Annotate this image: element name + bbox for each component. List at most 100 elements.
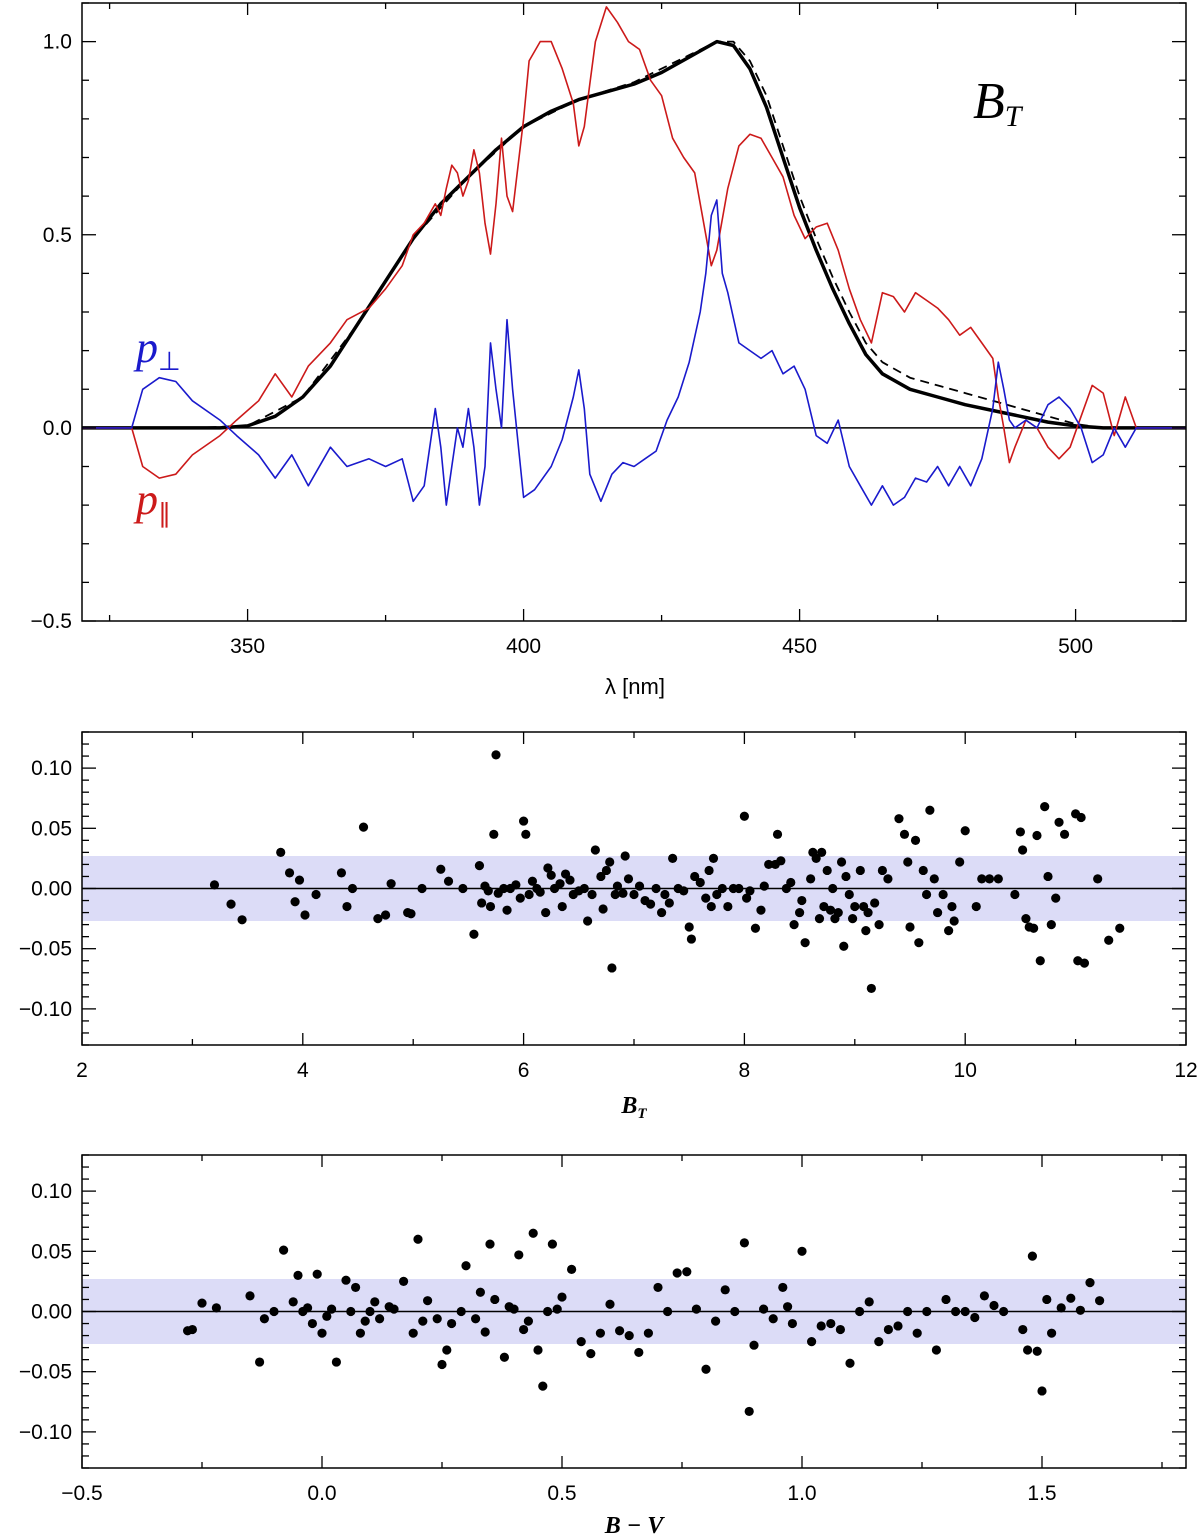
scatter-point (515, 893, 525, 903)
y-tick-label: 0.00 (31, 878, 72, 901)
scatter-point (759, 1304, 769, 1314)
scatter-point (730, 1306, 740, 1317)
scatter-point (866, 983, 876, 994)
scatter-point (1023, 1345, 1033, 1355)
scatter-point (342, 901, 352, 912)
scatter-point (786, 877, 796, 888)
scatter-point (331, 1357, 341, 1367)
scatter-point (711, 1316, 721, 1326)
y-tick-label: 0.10 (31, 1180, 72, 1203)
y-tick-label: 0.0 (43, 417, 72, 440)
x-tick-label: 0.5 (547, 1482, 576, 1505)
scatter-point (679, 886, 689, 896)
scatter-point (461, 1261, 471, 1271)
scatter-point (307, 1318, 317, 1329)
scatter-point (1075, 1305, 1085, 1315)
y-tick-label: 0.05 (31, 1240, 72, 1263)
scatter-point (905, 922, 915, 932)
mid-plot-area (82, 750, 1186, 994)
scatter-point (1095, 1296, 1105, 1306)
x-tick-label: 400 (506, 635, 541, 658)
y-tick-label: −0.5 (31, 610, 72, 633)
scatter-point (211, 1303, 221, 1313)
scatter-point (841, 871, 851, 882)
scatter-point (999, 1306, 1009, 1317)
scatter-point (300, 910, 310, 920)
scatter-point (807, 1336, 817, 1347)
scatter-point (783, 1302, 793, 1312)
scatter-point (565, 875, 575, 885)
scatter-point (1032, 1346, 1042, 1356)
scatter-point (284, 868, 295, 878)
scatter-point (533, 1345, 543, 1355)
scatter-point (855, 1306, 865, 1317)
scatter-point (776, 856, 786, 866)
scatter-point (634, 1347, 644, 1358)
scatter-point (618, 888, 628, 898)
scatter-point (514, 1250, 524, 1260)
scatter-point (499, 1352, 509, 1362)
scatter-point (874, 920, 884, 930)
scatter-point (855, 865, 865, 876)
scatter-point (579, 883, 589, 894)
scatter-point (1032, 830, 1042, 841)
scatter-point (365, 1306, 375, 1317)
scatter-point (795, 907, 805, 918)
scatter-point (1018, 845, 1028, 855)
scatter-point (739, 811, 750, 821)
scatter-point (612, 881, 623, 891)
scatter-point (816, 1321, 826, 1331)
residuals-bv-panel: −0.5 0.0 0.5 1.0 1.5 −0.10 −0.05 0.00 0.05 0.10 B… (19, 1154, 1187, 1536)
scatter-point (933, 907, 943, 918)
scatter-point (684, 922, 694, 932)
scatter-point (322, 1311, 332, 1321)
series-line-3 (82, 199, 1186, 506)
scatter-point (745, 886, 755, 896)
scatter-point (870, 898, 880, 908)
scatter-point (764, 859, 774, 870)
scatter-point (502, 905, 512, 915)
scatter-point (825, 905, 836, 915)
x-tick-label: 500 (1058, 635, 1093, 658)
scatter-point (701, 1364, 711, 1374)
x-tick-label: −0.5 (61, 1482, 102, 1505)
scatter-point (686, 934, 697, 944)
x-tick-label: 350 (230, 635, 265, 658)
scatter-point (187, 1324, 197, 1335)
scatter-point (768, 1314, 778, 1324)
scatter-point (615, 1326, 625, 1336)
scatter-point (811, 853, 821, 864)
scatter-point (993, 874, 1003, 884)
scatter-point (1035, 956, 1045, 966)
scatter-point (717, 883, 727, 894)
y-tick-label: 0.05 (31, 817, 72, 840)
scatter-point (663, 1306, 673, 1317)
scatter-point (844, 889, 854, 900)
scatter-point (327, 1304, 337, 1314)
scatter-point (360, 1316, 370, 1326)
scatter-point (850, 901, 860, 912)
scatter-point (237, 915, 247, 925)
scatter-point (524, 889, 534, 900)
mid-xlabel: BT (620, 1093, 647, 1122)
scatter-point (894, 814, 904, 824)
scatter-point (925, 805, 935, 815)
p-perp-label: p⊥ (133, 323, 181, 376)
scatter-point (1010, 889, 1020, 900)
scatter-point (1018, 1324, 1028, 1335)
y-tick-label: −0.10 (19, 1421, 72, 1444)
scatter-point (668, 853, 678, 864)
top-plot-area (82, 6, 1186, 506)
scatter-point (1085, 1278, 1095, 1288)
scatter-point (949, 916, 959, 926)
scatter-point (947, 901, 957, 912)
scatter-point (845, 1358, 855, 1368)
scatter-point (436, 864, 446, 874)
scatter-point (863, 907, 873, 918)
scatter-point (706, 901, 716, 912)
scatter-point (1042, 1294, 1052, 1305)
scatter-point (279, 1245, 289, 1255)
scatter-point (787, 1318, 798, 1329)
scatter-point (989, 1300, 999, 1311)
scatter-point (742, 893, 752, 903)
